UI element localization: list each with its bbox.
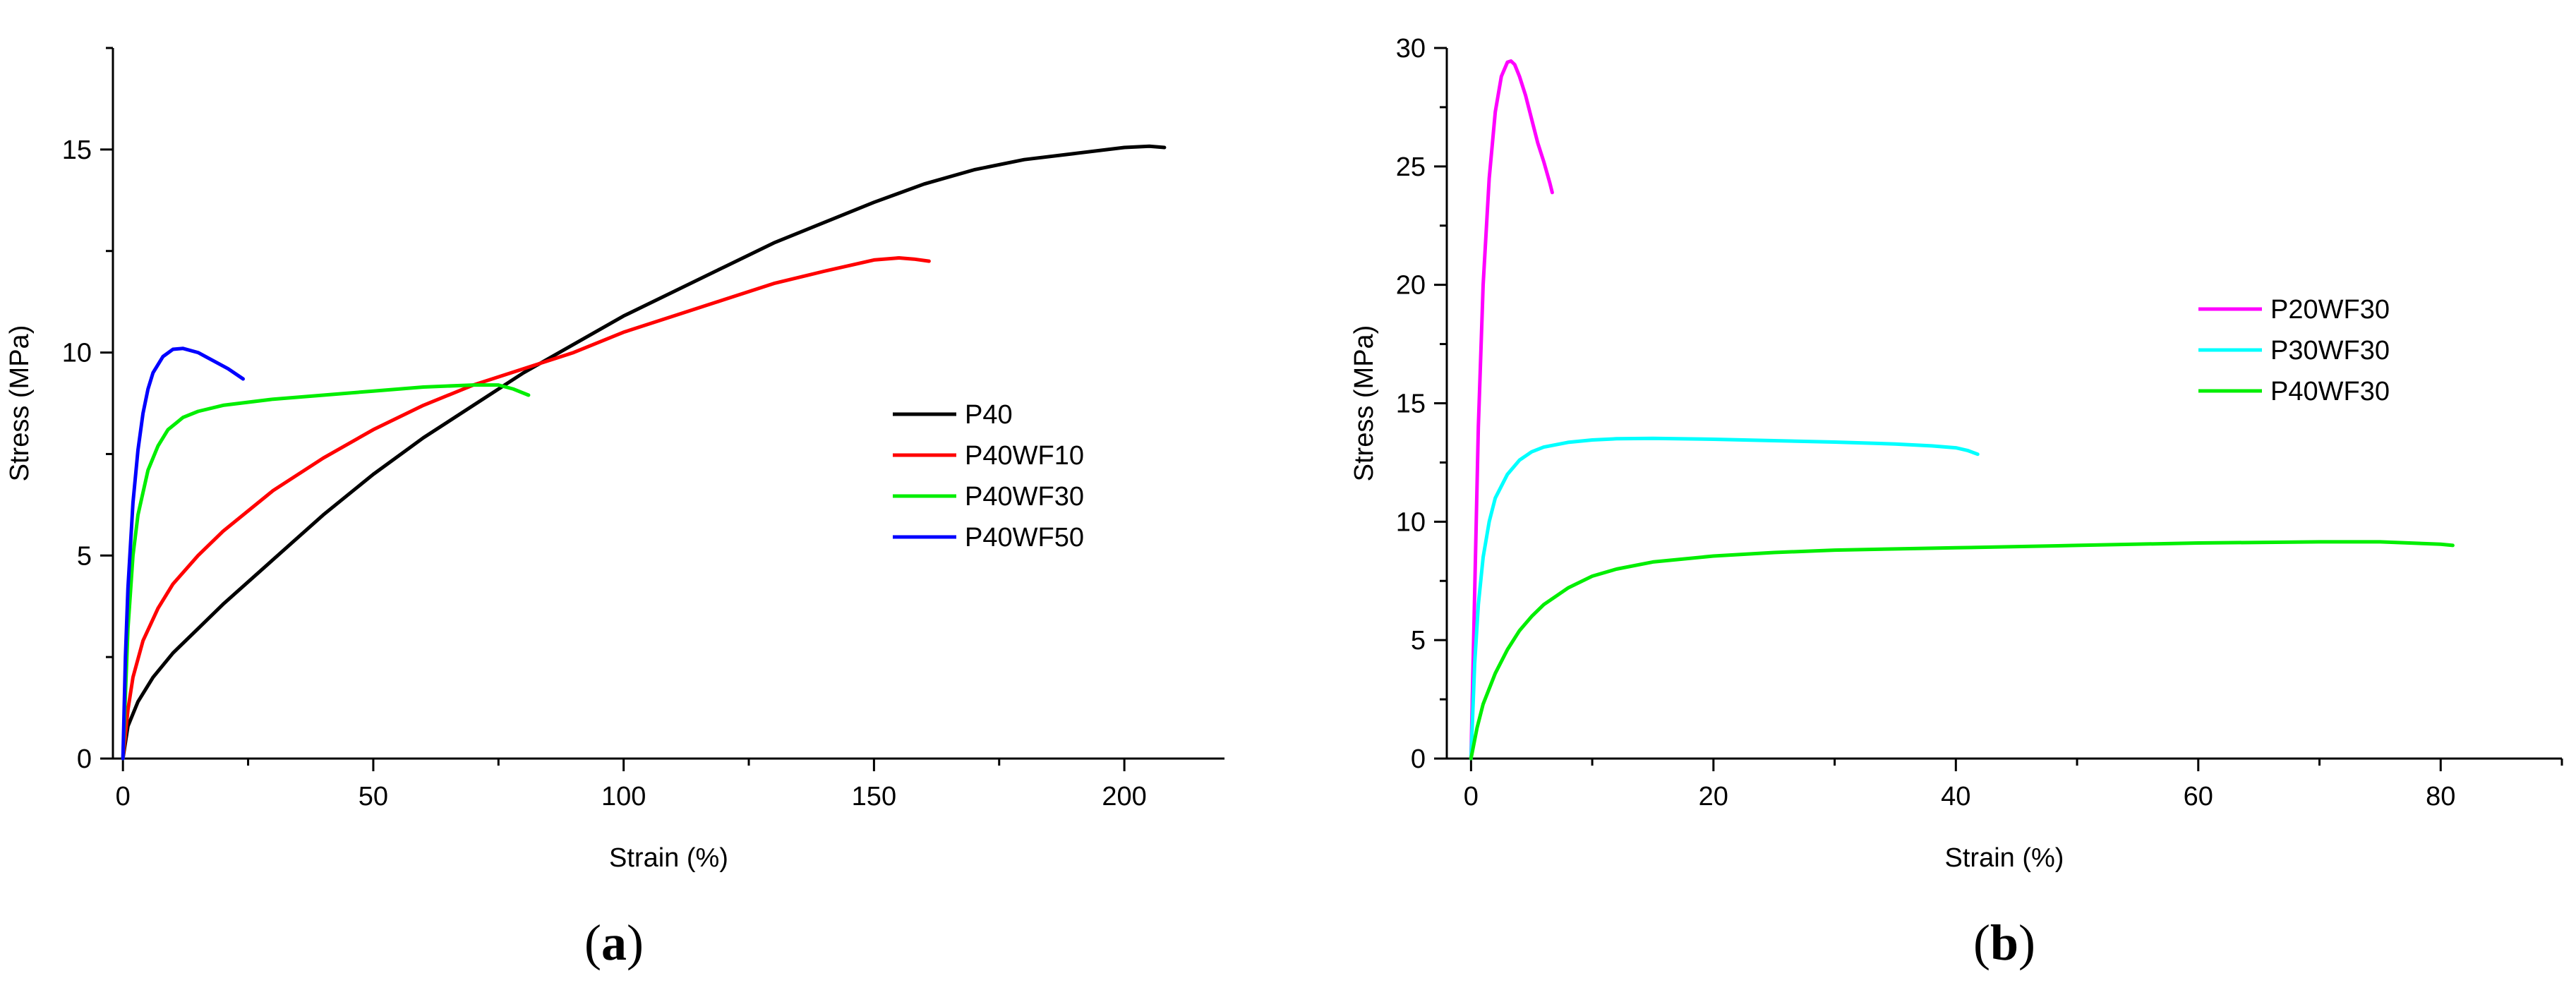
legend-label-p40wf10-a: P40WF10 [965, 441, 1084, 471]
chart-panel-a: 0 50 100 150 200 0 5 10 15 Strain (%) Stress (MPa)… [5, 47, 1224, 971]
legend-label-p40wf30-b: P40WF30 [2270, 377, 2390, 406]
x-tick-label-a: 0 [116, 782, 131, 811]
axes-b [1445, 48, 2562, 760]
series-line-p40wf50-a [121, 346, 245, 761]
panel-label-open-paren-b: ( [1973, 914, 1990, 971]
y-axis-title-b: Stress (MPa) [1349, 325, 1379, 482]
series-line-p20wf30-b [1469, 59, 1554, 761]
panel-label-letter-b: b [1990, 914, 2018, 971]
x-tick-label-b: 20 [1699, 782, 1728, 811]
x-tick-label-b: 60 [2184, 782, 2213, 811]
x-tick-label-a: 200 [1102, 782, 1146, 811]
y-tick-label-b: 30 [1396, 34, 1426, 64]
chart-panel-b: 0 20 40 60 80 0 5 10 15 20 25 30 Strain (%) Stress (M… [1349, 34, 2563, 971]
y-tick-label-a: 15 [62, 135, 92, 165]
legend-label-p40wf30-a: P40WF30 [965, 482, 1084, 512]
legend-label-p20wf30-b: P20WF30 [2270, 295, 2390, 325]
series-line-p40-a [121, 144, 1167, 761]
y-tick-label-b: 10 [1396, 507, 1426, 537]
x-axis-title-a: Strain (%) [609, 843, 728, 873]
x-tick-label-a: 50 [359, 782, 388, 811]
panel-label-b: (b) [1973, 914, 2035, 971]
legend-label-p30wf30-b: P30WF30 [2270, 336, 2390, 366]
panel-label-close-paren-b: ) [2018, 914, 2035, 971]
x-axis-title-b: Strain (%) [1945, 843, 2064, 873]
series-line-p30wf30-b [1469, 436, 1980, 761]
x-tick-label-b: 80 [2426, 782, 2455, 811]
panel-label-open-paren-a: ( [584, 914, 601, 971]
x-tick-label-b: 0 [1464, 782, 1479, 811]
x-tick-label-a: 150 [852, 782, 896, 811]
panel-label-letter-a: a [601, 914, 627, 971]
y-tick-label-a: 0 [77, 744, 92, 774]
x-tick-label-b: 40 [1941, 782, 1970, 811]
y-tick-label-b: 5 [1411, 626, 1426, 656]
series-line-p40wf30-a [121, 383, 531, 761]
x-tick-label-a: 100 [601, 782, 646, 811]
y-tick-label-b: 15 [1396, 390, 1426, 419]
panel-label-a: (a) [584, 914, 644, 971]
y-tick-label-a: 5 [77, 541, 92, 571]
y-tick-label-b: 20 [1396, 271, 1426, 301]
legend-label-p40-a: P40 [965, 400, 1013, 430]
y-tick-label-b: 25 [1396, 152, 1426, 182]
series-line-p40wf30-b [1469, 540, 2455, 761]
y-axis-title-a: Stress (MPa) [5, 325, 35, 482]
y-tick-label-a: 10 [62, 339, 92, 368]
panel-label-close-paren-a: ) [627, 914, 644, 971]
legend-label-p40wf50-a: P40WF50 [965, 523, 1084, 553]
series-line-p40wf10-a [121, 256, 931, 761]
y-tick-label-b: 0 [1411, 744, 1426, 774]
